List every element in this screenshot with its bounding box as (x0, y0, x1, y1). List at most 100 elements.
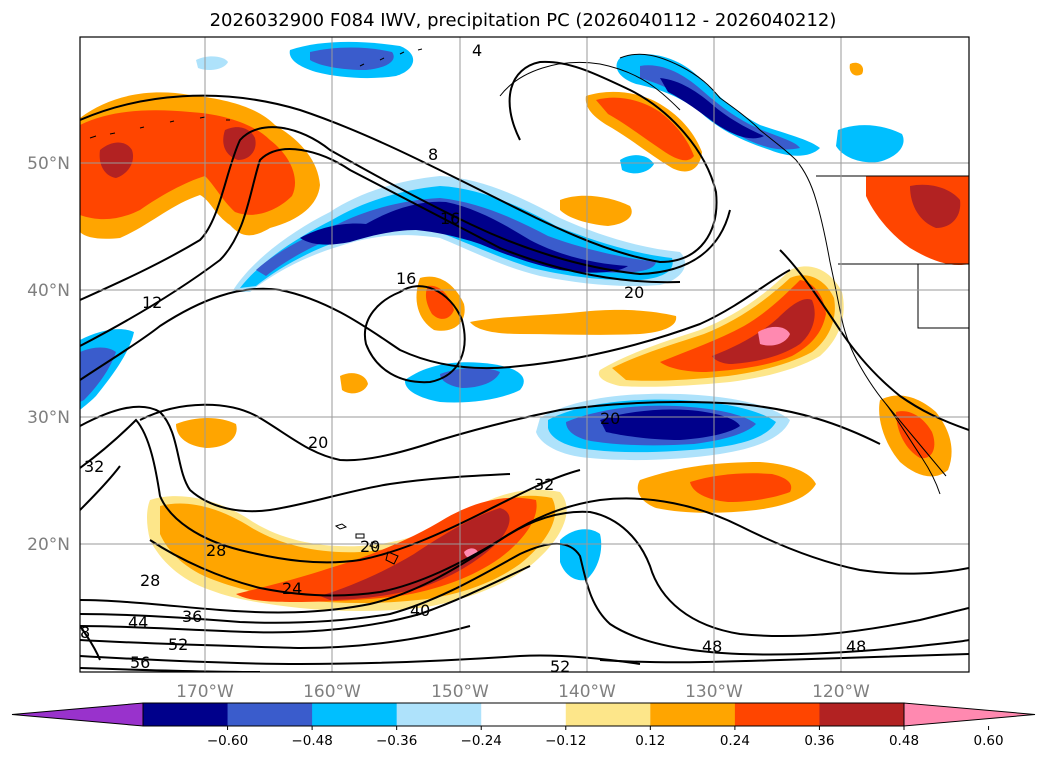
map-frame (79, 36, 970, 673)
positive-anomaly-band-40 (470, 309, 677, 335)
contour-label: 32 (534, 475, 554, 494)
lat-label: 40°N (27, 281, 70, 301)
positive-anomaly-mexico-core (896, 411, 935, 459)
contour-36 (80, 510, 969, 638)
contour-label: 24 (282, 579, 302, 598)
lat-label: 30°N (27, 408, 70, 428)
contour-label: 16 (440, 209, 460, 228)
negative-anomaly-misc2 (620, 155, 654, 174)
colorbar-tick-label: 0.12 (635, 733, 665, 749)
negative-anomaly-east-small (560, 529, 602, 581)
contour-52 (80, 654, 641, 666)
contour-8-south (80, 625, 101, 661)
contour-40 (80, 542, 969, 656)
colorbar-tick-label: −0.24 (461, 733, 502, 749)
contour-label: 20 (360, 537, 380, 556)
colorbar-tick-label: 0.24 (720, 733, 750, 749)
longitude-labels: 170°W 160°W 150°W 140°W 130°W 120°W (176, 682, 870, 702)
colorbar-extend-low (11, 702, 144, 727)
colorbar-segments (11, 702, 1036, 727)
contour-label: 4 (472, 41, 482, 60)
contour-label: 52 (550, 657, 570, 676)
positive-anomaly-mid (560, 195, 632, 226)
contour-label: 48 (702, 637, 722, 656)
positive-anomaly-40n-core (425, 285, 454, 319)
precipitation-anomaly-fill (80, 41, 969, 611)
hawaii-islands (334, 523, 399, 565)
lat-label: 20°N (27, 535, 70, 555)
colorbar-segment (734, 703, 820, 726)
contour-thin-a (499, 61, 681, 111)
contour-label: 20 (308, 433, 328, 452)
positive-anomaly-nw-peak (99, 142, 134, 178)
coastline-alaska (619, 53, 831, 263)
contour-label: 28 (206, 541, 226, 560)
contour-labels: 4 8 12 16 16 20 20 20 20 24 28 28 32 32 … (80, 41, 866, 676)
contour-label: 56 (130, 653, 150, 672)
colorbar-tick-label: −0.60 (207, 733, 248, 749)
positive-anomaly-ar-core (320, 508, 510, 600)
colorbar-outline (142, 702, 905, 727)
contour-coast (779, 249, 969, 431)
gridlines (80, 37, 969, 672)
colorbar-tick-label: 0.60 (974, 733, 1004, 749)
colorbar-tick-label: −0.12 (545, 733, 586, 749)
map-area: 4 8 12 16 16 20 20 20 20 24 28 28 32 32 … (79, 36, 970, 676)
contour-label: 16 (396, 269, 416, 288)
positive-anomaly-gulf (596, 97, 694, 161)
colorbar-segment (650, 703, 736, 726)
contour-28 (80, 418, 581, 564)
contour-label: 32 (84, 457, 104, 476)
colorbar-segment (312, 703, 398, 726)
negative-anomaly-alaska-core (660, 78, 764, 139)
contour-12 (80, 126, 731, 301)
colorbar-segment (819, 703, 905, 726)
contour-label: 36 (182, 607, 202, 626)
contour-label: 28 (140, 571, 160, 590)
coastline-baja (885, 403, 941, 495)
positive-anomaly-misc2 (849, 62, 864, 76)
contour-label: 20 (624, 283, 644, 302)
contour-44 (80, 565, 531, 634)
contour-label: 12 (142, 293, 162, 312)
positive-anomaly-east-30n-core (690, 473, 792, 502)
contour-8-north (80, 60, 718, 264)
colorbar-tick-label: −0.48 (291, 733, 332, 749)
lat-label: 50°N (27, 154, 70, 174)
contour-16 (80, 148, 681, 347)
colorbar-tick-label: 0.36 (804, 733, 834, 749)
lon-label: 150°W (431, 682, 489, 702)
contour-24 (80, 405, 511, 513)
aleutians (89, 48, 423, 139)
map-title: 2026032900 F084 IWV, precipitation PC (2… (210, 10, 837, 31)
negative-anomaly-west-core (80, 347, 116, 402)
latitude-labels: 50°N 40°N 30°N 20°N (27, 154, 70, 555)
positive-anomaly-westedge-s (176, 418, 237, 448)
contour-label: 20 (600, 409, 620, 428)
colorbar-segment (481, 703, 567, 726)
contour-label: 44 (128, 613, 148, 632)
colorbar-tick-label: 0.48 (889, 733, 919, 749)
positive-anomaly-interior-core (910, 184, 961, 228)
contour-48 (80, 625, 969, 664)
lon-label: 130°W (685, 682, 743, 702)
contour-32 (80, 465, 969, 597)
colorbar-segment (143, 703, 229, 726)
contour-20-main (80, 269, 791, 381)
colorbar-segment (396, 703, 482, 726)
contour-label: 8 (428, 145, 438, 164)
contour-label: 48 (846, 637, 866, 656)
colorbar-extend-high (903, 702, 1036, 727)
contour-label: 40 (410, 601, 430, 620)
contour-label: 8 (80, 623, 90, 642)
colorbar-tick-label: −0.36 (376, 733, 417, 749)
lon-label: 160°W (303, 682, 361, 702)
colorbar-segment (565, 703, 651, 726)
colorbar-ticks: −0.60 −0.48 −0.36 −0.24 −0.12 0.12 0.24 0.36 0.4… (207, 726, 1004, 749)
negative-anomaly-hawaii-core (440, 367, 500, 388)
lon-label: 120°W (812, 682, 870, 702)
contour-label: 52 (168, 635, 188, 654)
negative-anomaly-bc (836, 125, 904, 163)
lon-label: 140°W (558, 682, 616, 702)
